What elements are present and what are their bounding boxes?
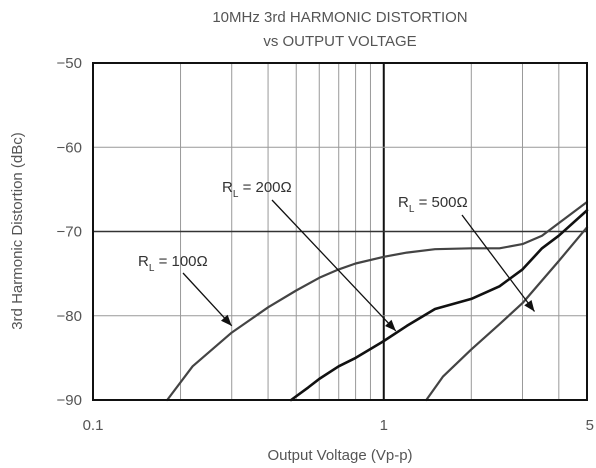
annotation-arrow-head (221, 314, 232, 326)
annotation-1: RL = 100Ω (138, 253, 233, 327)
annotation-label: RL = 500Ω (398, 194, 468, 215)
y-tick-label: −50 (57, 55, 82, 72)
annotation-arrow-shaft (271, 199, 397, 332)
tick-labels: 0.1 1 5 −50 −60 −70 −80 −90 (57, 55, 594, 434)
series-line-2 (289, 209, 589, 402)
y-axis-label: 3rd Harmonic Distortion (dBc) (9, 132, 26, 330)
chart-title-line-1: 10MHz 3rd HARMONIC DISTORTION (212, 9, 467, 26)
annotations: RL = 100Ω RL = 200Ω RL = 500Ω (138, 179, 536, 332)
y-tick-label: −60 (57, 139, 82, 156)
annotation-arrow-shaft (182, 272, 233, 327)
chart-title-line-2: vs OUTPUT VOLTAGE (263, 33, 416, 50)
annotation-arrow-head (385, 319, 396, 331)
series-lines (166, 200, 589, 402)
annotation-arrow-shaft (461, 214, 536, 312)
x-axis-label: Output Voltage (Vp-p) (267, 447, 412, 464)
annotation-label: RL = 100Ω (138, 253, 208, 274)
annotation-arrow-head (524, 300, 535, 312)
annotation-3: RL = 500Ω (398, 194, 536, 312)
series-line-1 (166, 200, 589, 402)
y-tick-label: −80 (57, 308, 82, 325)
x-tick-label: 1 (380, 417, 388, 434)
y-tick-label: −70 (57, 224, 82, 241)
annotation-2: RL = 200Ω (222, 179, 397, 332)
x-tick-label: 5 (586, 417, 594, 434)
y-tick-label: −90 (57, 392, 82, 409)
annotation-label: RL = 200Ω (222, 179, 292, 200)
series-line-3 (425, 226, 589, 402)
plot-frame (92, 62, 588, 401)
grid (93, 63, 587, 400)
x-tick-label: 0.1 (83, 417, 104, 434)
